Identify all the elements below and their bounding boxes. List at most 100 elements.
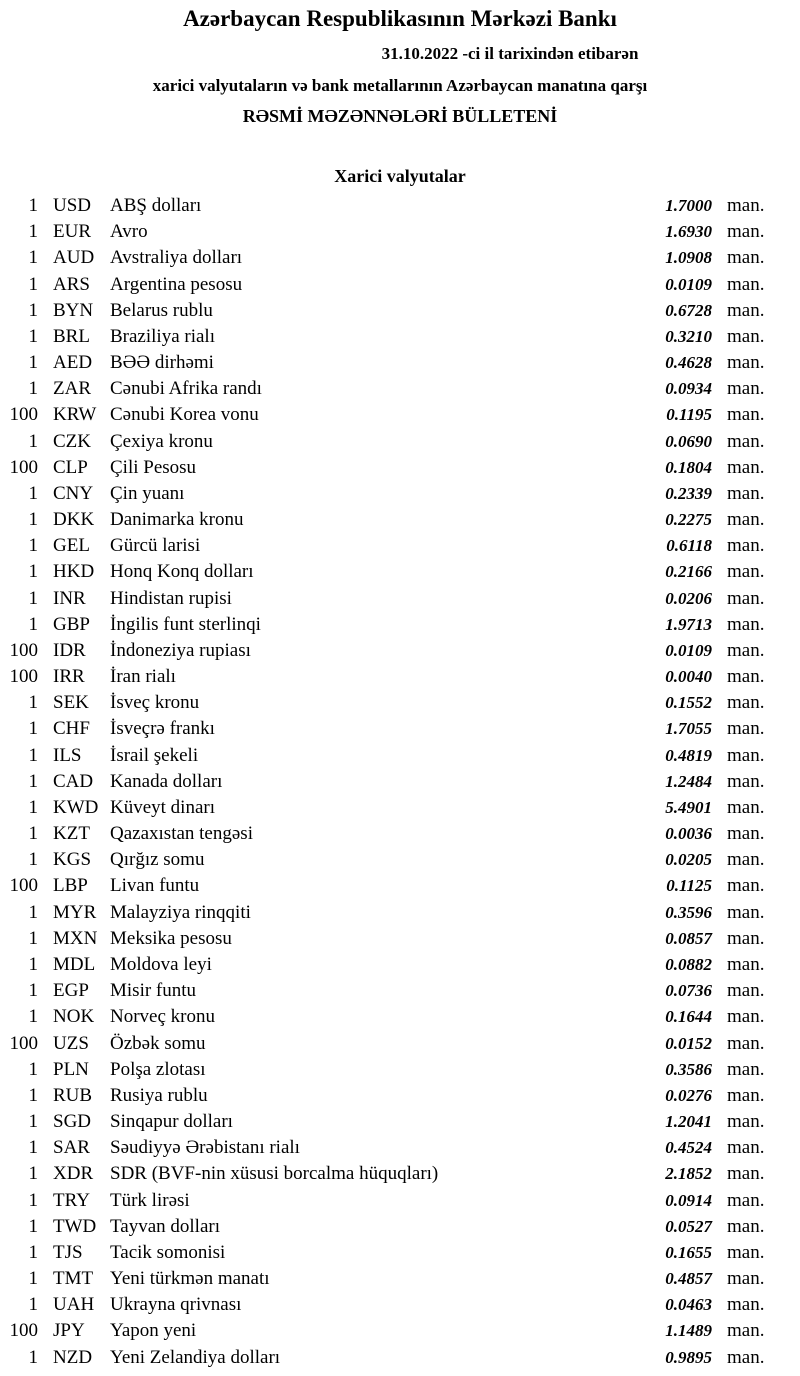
currency-name: Honq Konq dolları xyxy=(110,561,254,583)
rate-unit: man. xyxy=(727,849,765,871)
rate-unit: man. xyxy=(727,823,765,845)
rate-unit: man. xyxy=(727,561,765,583)
currency-code: IRR xyxy=(53,666,85,688)
currency-name: Belarus rublu xyxy=(110,299,213,321)
rate-quantity: 1 xyxy=(28,325,39,347)
rate-value: 0.0527 xyxy=(665,1216,712,1236)
currency-code: UAH xyxy=(53,1294,95,1316)
rate-value: 0.1552 xyxy=(665,693,712,713)
rate-value: 1.2484 xyxy=(665,771,712,791)
currency-code: JPY xyxy=(53,1320,85,1342)
rate-unit: man. xyxy=(727,587,765,609)
currency-code: UZS xyxy=(53,1032,89,1054)
rate-unit: man. xyxy=(727,1163,765,1185)
rate-quantity: 1 xyxy=(28,378,39,400)
rate-unit: man. xyxy=(727,1006,765,1028)
currency-name: Misir funtu xyxy=(110,980,197,1002)
currency-code: AUD xyxy=(53,247,95,269)
currency-code: NOK xyxy=(53,1006,95,1028)
currency-code: KRW xyxy=(53,404,97,426)
date-line: 31.10.2022 -ci il tarixindən etibarən xyxy=(381,44,639,63)
rate-unit: man. xyxy=(727,1111,765,1133)
rate-row: 1 TRY Türk lirəsi 0.0914 man. xyxy=(0,1188,800,1214)
currency-name: Danimarka kronu xyxy=(110,509,244,531)
currency-code: KZT xyxy=(53,823,90,845)
rate-row: 1 TWD Tayvan dolları 0.0527 man. xyxy=(0,1214,800,1240)
currency-name: SDR (BVF-nin xüsusi borcalma hüquqları) xyxy=(110,1163,439,1185)
rate-unit: man. xyxy=(727,1084,765,1106)
rate-unit: man. xyxy=(727,1346,765,1368)
rate-value: 0.2339 xyxy=(665,483,712,503)
currency-code: LBP xyxy=(53,875,88,897)
currency-code: CLP xyxy=(53,456,88,478)
rate-value: 0.3596 xyxy=(665,902,712,922)
rate-row: 1 ILS İsrail şekeli 0.4819 man. xyxy=(0,743,800,769)
rate-row: 1 CZK Çexiya kronu 0.0690 man. xyxy=(0,429,800,455)
rate-value: 0.0463 xyxy=(665,1295,712,1315)
rate-quantity: 1 xyxy=(28,1006,39,1028)
rate-quantity: 1 xyxy=(28,1058,39,1080)
currency-name: Çili Pesosu xyxy=(110,456,197,478)
currency-name: Türk lirəsi xyxy=(110,1189,190,1211)
rate-value: 1.0908 xyxy=(665,248,712,268)
rate-row: 1 NZD Yeni Zelandiya dolları 0.9895 man. xyxy=(0,1345,800,1371)
rate-value: 0.0914 xyxy=(665,1190,712,1210)
currency-name: Küveyt dinarı xyxy=(110,796,216,818)
rate-unit: man. xyxy=(727,325,765,347)
rate-value: 0.9895 xyxy=(665,1347,712,1367)
currency-code: EGP xyxy=(53,980,89,1002)
rate-unit: man. xyxy=(727,875,765,897)
currency-code: ARS xyxy=(53,273,90,295)
rate-quantity: 1 xyxy=(28,482,39,504)
currency-code: MYR xyxy=(53,901,97,923)
rate-quantity: 1 xyxy=(28,980,39,1002)
rate-unit: man. xyxy=(727,1058,765,1080)
rate-unit: man. xyxy=(727,927,765,949)
rate-quantity: 1 xyxy=(28,1084,39,1106)
rate-row: 100 IDR İndoneziya rupiası 0.0109 man. xyxy=(0,638,800,664)
rate-quantity: 1 xyxy=(28,1241,39,1263)
rate-row: 1 KGS Qırğız somu 0.0205 man. xyxy=(0,847,800,873)
rate-unit: man. xyxy=(727,980,765,1002)
currency-name: Çexiya kronu xyxy=(110,430,213,452)
rate-unit: man. xyxy=(727,482,765,504)
currency-code: RUB xyxy=(53,1084,93,1106)
rate-unit: man. xyxy=(727,509,765,531)
rate-unit: man. xyxy=(727,430,765,452)
rate-value: 0.0036 xyxy=(665,824,712,844)
rate-unit: man. xyxy=(727,953,765,975)
currency-name: Rusiya rublu xyxy=(110,1084,208,1106)
bulletin-title: RƏSMİ MƏZƏNNƏLƏRİ BÜLLETENİ xyxy=(242,106,558,126)
rate-value: 1.7055 xyxy=(665,719,712,739)
rate-unit: man. xyxy=(727,247,765,269)
rate-value: 0.4628 xyxy=(665,353,712,373)
rate-value: 0.4819 xyxy=(665,745,712,765)
currency-name: Yeni Zelandiya dolları xyxy=(110,1346,281,1368)
rate-row: 1 MXN Meksika pesosu 0.0857 man. xyxy=(0,926,800,952)
rate-value: 0.3586 xyxy=(665,1059,712,1079)
rate-row: 1 MYR Malayziya rinqqiti 0.3596 man. xyxy=(0,900,800,926)
currency-code: BRL xyxy=(53,325,90,347)
currency-name: Yapon yeni xyxy=(110,1320,197,1342)
rate-unit: man. xyxy=(727,273,765,295)
rate-quantity: 1 xyxy=(28,718,39,740)
rate-quantity: 100 xyxy=(9,875,39,897)
rate-row: 100 CLP Çili Pesosu 0.1804 man. xyxy=(0,455,800,481)
rate-quantity: 1 xyxy=(28,587,39,609)
currency-name: Səudiyyə Ərəbistanı rialı xyxy=(110,1137,300,1159)
rate-row: 1 HKD Honq Konq dolları 0.2166 man. xyxy=(0,559,800,585)
rate-unit: man. xyxy=(727,796,765,818)
rate-value: 0.6728 xyxy=(665,300,712,320)
rate-row: 1 BRL Braziliya rialı 0.3210 man. xyxy=(0,324,800,350)
currency-name: İsrail şekeli xyxy=(110,744,199,766)
rate-unit: man. xyxy=(727,535,765,557)
rate-row: 100 LBP Livan funtu 0.1125 man. xyxy=(0,873,800,899)
currency-name: İngilis funt sterlinqi xyxy=(110,613,261,635)
rate-value: 1.7000 xyxy=(665,196,712,215)
rate-quantity: 1 xyxy=(28,247,39,269)
rate-unit: man. xyxy=(727,639,765,661)
rate-row: 100 UZS Özbək somu 0.0152 man. xyxy=(0,1031,800,1057)
rate-unit: man. xyxy=(727,1215,765,1237)
rate-quantity: 1 xyxy=(28,823,39,845)
rate-value: 0.0276 xyxy=(665,1085,712,1105)
